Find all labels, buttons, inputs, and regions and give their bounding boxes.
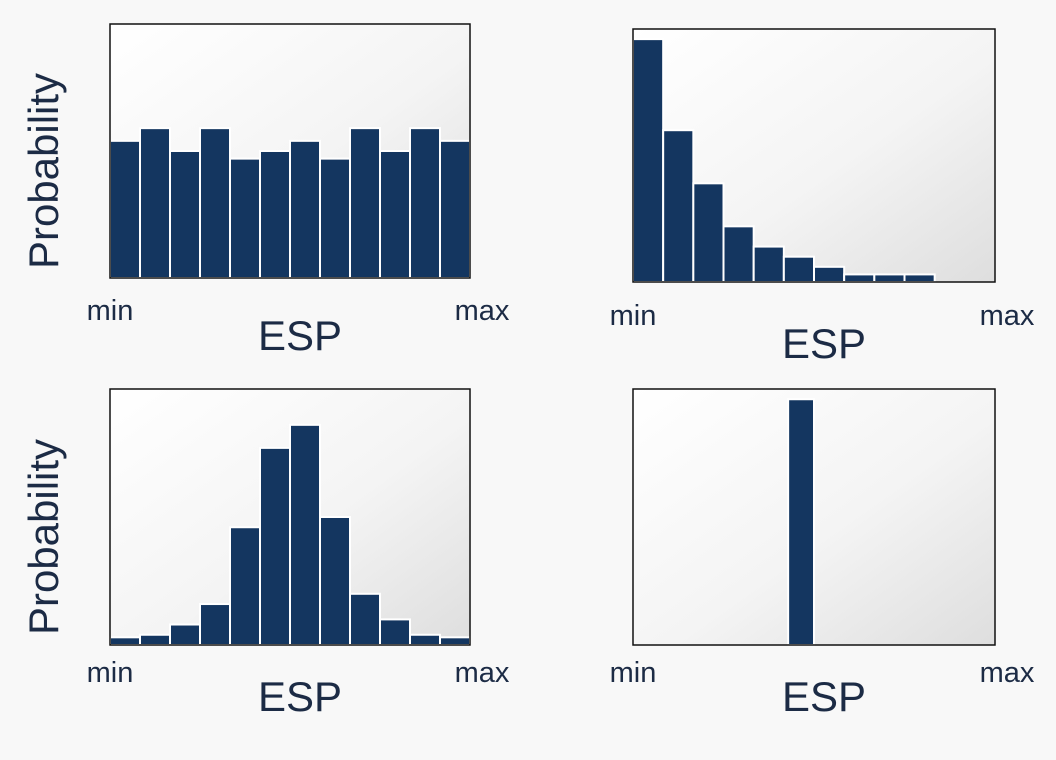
- x-tick-min-label: min: [87, 295, 134, 327]
- chart-panel-bottom-right: min max ESP: [610, 388, 1035, 720]
- y-axis-label: Probability: [20, 73, 67, 269]
- y-axis-label: Probability: [20, 439, 67, 635]
- plot-frame: [109, 388, 471, 646]
- chart-panel-bottom-left: min max ESP Probability: [20, 388, 510, 720]
- bar-top-left-6: [289, 139, 321, 279]
- bar-top-right-7: [843, 273, 876, 284]
- bar-bottom-left-0: [109, 636, 141, 647]
- bar-top-left-1: [139, 127, 171, 279]
- x-axis-label: ESP: [782, 673, 866, 720]
- x-tick-max-label: max: [980, 300, 1035, 332]
- bar-bottom-left-11: [439, 636, 471, 647]
- bar-bottom-left-2: [169, 623, 201, 647]
- bar-top-left-4: [229, 157, 261, 279]
- x-axis-label: ESP: [258, 312, 342, 359]
- bar-top-left-5: [259, 150, 291, 279]
- bar-top-right-4: [752, 245, 785, 283]
- bar-top-right-2: [692, 182, 725, 283]
- bar-bottom-left-4: [229, 526, 261, 646]
- bar-bottom-left-6: [289, 423, 321, 646]
- bar-bottom-left-10: [409, 633, 441, 647]
- plot-frame: [632, 28, 996, 283]
- bar-top-left-11: [439, 139, 471, 279]
- x-axis-label: ESP: [258, 673, 342, 720]
- plot-frame: [109, 23, 471, 279]
- x-tick-min-label: min: [610, 657, 657, 689]
- bar-bottom-left-1: [139, 633, 171, 647]
- bar-top-right-3: [722, 225, 755, 283]
- bar-bottom-left-8: [349, 592, 381, 646]
- bar-top-left-3: [199, 127, 231, 279]
- x-tick-max-label: max: [455, 657, 510, 689]
- bar-bottom-left-9: [379, 618, 411, 647]
- x-tick-min-label: min: [87, 657, 134, 689]
- bar-top-right-6: [813, 265, 846, 284]
- bar-bottom-left-7: [319, 516, 351, 646]
- bar-bottom-left-3: [199, 603, 231, 646]
- bar-top-left-7: [319, 157, 351, 279]
- x-axis-label: ESP: [782, 320, 866, 367]
- bar-top-right-5: [782, 255, 816, 284]
- bar-top-left-2: [169, 150, 201, 279]
- plot-frame: [632, 388, 996, 646]
- bar-top-left-0: [109, 139, 141, 279]
- bar-top-left-10: [409, 127, 441, 279]
- bar-top-right-0: [632, 38, 665, 284]
- chart-panel-top-right: min max ESP: [610, 28, 1035, 367]
- bar-bottom-left-5: [259, 446, 291, 646]
- x-tick-max-label: max: [455, 295, 510, 327]
- bar-top-right-8: [873, 273, 906, 284]
- x-tick-max-label: max: [980, 657, 1035, 689]
- bar-top-left-8: [349, 127, 381, 279]
- chart-panel-top-left: min max ESP Probability: [20, 23, 510, 359]
- bar-top-right-1: [662, 129, 695, 283]
- bar-top-right-9: [903, 273, 936, 284]
- bar-bottom-right-6: [787, 398, 816, 646]
- bar-top-left-9: [379, 150, 411, 279]
- x-tick-min-label: min: [610, 300, 657, 332]
